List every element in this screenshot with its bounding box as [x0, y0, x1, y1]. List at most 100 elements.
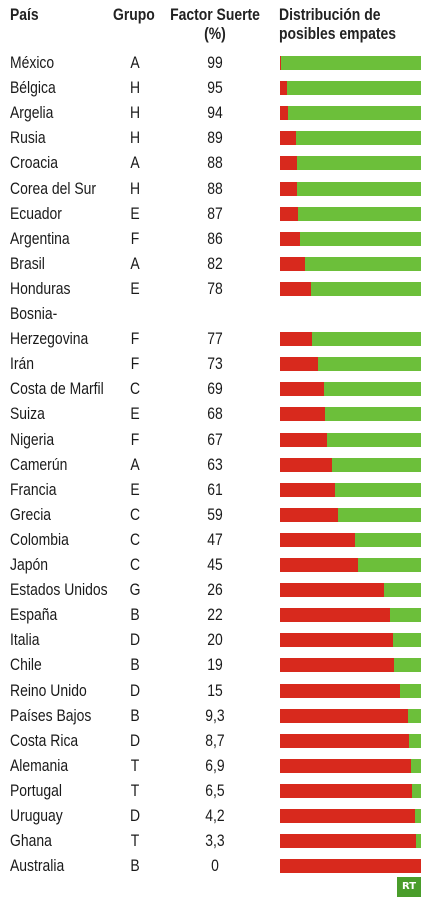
luck-factor-value: 67 — [207, 429, 223, 449]
column-header-group: Grupo — [113, 5, 155, 24]
luck-factor-value: 20 — [207, 630, 223, 650]
group-letter: H — [129, 103, 141, 123]
table-row: Croacia A 88 — [0, 150, 430, 175]
distribution-bar — [280, 256, 421, 271]
luck-factor-value: 45 — [207, 555, 223, 574]
group-letter: B — [130, 856, 140, 876]
distribution-bar — [280, 683, 421, 698]
distribution-bar-red-segment — [280, 81, 288, 96]
group-letter: H — [129, 78, 141, 98]
table-row: Chile B 19 — [0, 652, 430, 677]
country-name: Corea del Sur — [10, 178, 97, 198]
distribution-bar — [280, 507, 421, 522]
luck-factor-value: 77 — [207, 329, 223, 349]
luck-factor-value: 87 — [207, 203, 223, 223]
group-letter: A — [130, 153, 140, 173]
distribution-bar-red-segment — [280, 281, 312, 296]
group-letter: A — [130, 454, 140, 474]
table-row: Argentina F 86 — [0, 226, 430, 251]
distribution-bar — [280, 382, 421, 397]
group-letter: F — [130, 228, 140, 248]
distribution-bar — [280, 708, 421, 723]
luck-factor-value: 95 — [207, 78, 223, 98]
table-row: Brasil A 82 — [0, 251, 430, 276]
distribution-bar-red-segment — [280, 507, 338, 522]
luck-factor-value: 47 — [207, 529, 223, 549]
group-letter: A — [130, 53, 140, 72]
distribution-bar — [280, 809, 421, 823]
distribution-bar — [280, 131, 421, 146]
table-row: Camerún A 63 — [0, 452, 430, 477]
luck-factor-value: 78 — [207, 278, 223, 298]
table-row: Estados Unidos G 26 — [0, 577, 430, 602]
distribution-bar — [280, 206, 421, 221]
distribution-bar — [280, 733, 421, 748]
country-name: Argelia — [10, 103, 54, 123]
luck-factor-value: 89 — [207, 128, 223, 148]
distribution-bar-red-segment — [280, 558, 358, 572]
distribution-bar-red-segment — [280, 608, 390, 623]
luck-factor-value: 68 — [207, 404, 223, 424]
country-name: Alemania — [10, 755, 69, 775]
distribution-bar — [280, 783, 421, 798]
luck-factor-value: 69 — [207, 379, 223, 399]
group-letter: H — [129, 178, 141, 198]
table-row: España B 22 — [0, 602, 430, 627]
distribution-bar-red-segment — [280, 457, 333, 472]
table-row: Costa de Marfil C 69 — [0, 376, 430, 401]
distribution-bar-red-segment — [280, 56, 282, 70]
group-letter: F — [130, 354, 140, 374]
country-name: Herzegovina — [10, 329, 89, 349]
table-row: Suiza E 68 — [0, 401, 430, 426]
country-name: Francia — [10, 479, 57, 499]
distribution-bar-red-segment — [280, 357, 319, 372]
distribution-bar-red-segment — [280, 758, 412, 773]
country-name: Nigeria — [10, 429, 55, 449]
luck-factor-value: 6,5 — [205, 780, 225, 800]
distribution-bar — [280, 608, 421, 623]
distribution-bar-red-segment — [280, 156, 297, 171]
group-letter: B — [130, 605, 140, 625]
table-row: Costa Rica D 8,7 — [0, 728, 430, 753]
distribution-bar — [280, 56, 421, 70]
luck-factor-value: 73 — [207, 354, 223, 374]
distribution-bar-red-segment — [280, 432, 327, 447]
table-row: Países Bajos B 9,3 — [0, 703, 430, 728]
group-letter: D — [129, 730, 141, 750]
table-row: Corea del Sur H 88 — [0, 176, 430, 201]
distribution-bar — [280, 558, 421, 572]
distribution-bar-red-segment — [280, 683, 400, 698]
group-letter: C — [129, 379, 141, 399]
group-letter: T — [130, 755, 140, 775]
distribution-bar-red-segment — [280, 206, 299, 221]
table-row: Japón C 45 — [0, 552, 430, 577]
distribution-bar-red-segment — [280, 834, 417, 849]
distribution-bar-red-segment — [280, 256, 306, 271]
distribution-bar — [280, 332, 421, 347]
distribution-bar — [280, 106, 421, 121]
distribution-bar-red-segment — [280, 633, 393, 648]
luck-factor-value: 9,3 — [205, 705, 225, 725]
distribution-bar-red-segment — [280, 658, 395, 673]
table-row-label-continuation: Bosnia- — [0, 301, 430, 326]
table-row: Ghana T 3,3 — [0, 828, 430, 853]
distribution-bar-red-segment — [280, 106, 289, 121]
group-letter: D — [129, 630, 141, 650]
distribution-bar — [280, 181, 421, 196]
country-name: Suiza — [10, 404, 45, 424]
distribution-bar — [280, 432, 421, 447]
country-name: Brasil — [10, 253, 45, 273]
group-letter: C — [129, 529, 141, 549]
country-name: Portugal — [10, 780, 62, 800]
luck-factor-value: 8,7 — [205, 730, 225, 750]
country-name: Ghana — [10, 831, 52, 851]
distribution-bar — [280, 407, 421, 422]
distribution-bar — [280, 859, 421, 874]
table-row: Rusia H 89 — [0, 125, 430, 150]
distribution-bar — [280, 231, 421, 246]
country-name: México — [10, 53, 55, 72]
table-row: México A 99 — [0, 50, 430, 75]
distribution-bar-red-segment — [280, 482, 335, 497]
country-name: Australia — [10, 856, 65, 876]
table-row: Colombia C 47 — [0, 527, 430, 552]
